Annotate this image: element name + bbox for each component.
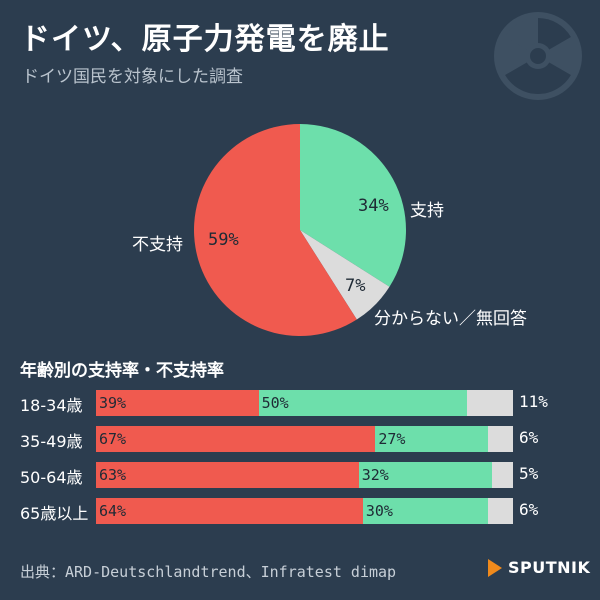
bar-unknown-value: 6% [519, 500, 539, 519]
bar-row: 65歳以上 64% 30% 6% [0, 498, 600, 524]
bar-unknown-value: 5% [519, 464, 539, 483]
bar-segment-oppose: 64% [96, 498, 363, 524]
bar-unknown-value: 11% [519, 392, 548, 411]
bar-segment-label: 63% [99, 466, 127, 484]
bar-segment-support: 32% [358, 462, 493, 488]
bar-segment-label: 67% [99, 430, 127, 448]
bar-row: 35-49歳 67% 27% 6% [0, 426, 600, 452]
stacked-bar: 64% 30% [96, 498, 513, 524]
bar-segment-oppose: 63% [96, 462, 359, 488]
pie-value-support: 34% [358, 196, 389, 216]
pie-label-oppose: 不支持 [132, 235, 183, 255]
stacked-bar: 39% 50% [96, 390, 513, 416]
pie-slice-oppose [193, 124, 357, 336]
pie-slice-unknown [300, 230, 390, 320]
source-note: 出典：ARD-Deutschlandtrend、Infratest dimap [20, 563, 397, 581]
pie-value-oppose: 59% [208, 230, 239, 250]
bar-segment-label: 30% [365, 502, 393, 520]
bar-segment-label: 64% [99, 502, 127, 520]
bar-row: 18-34歳 39% 50% 11% [0, 390, 600, 416]
pie-chart [193, 124, 407, 336]
bar-category-label: 65歳以上 [20, 504, 89, 523]
pie-label-unknown: 分からない／無回答 [374, 309, 527, 329]
bar-segment-unknown [487, 426, 513, 452]
radiation-icon [494, 12, 582, 100]
bar-unknown-value: 6% [519, 428, 539, 447]
pie-value-unknown: 7% [345, 276, 366, 296]
bar-segment-oppose: 67% [96, 426, 376, 452]
bar-segment-unknown [467, 390, 513, 416]
bar-segment-unknown [487, 498, 513, 524]
bar-segment-support: 27% [375, 426, 488, 452]
age-section-title: 年齢別の支持率・不支持率 [20, 361, 224, 381]
bar-segment-label: 39% [99, 394, 127, 412]
bar-segment-label: 32% [361, 466, 389, 484]
pie-label-support: 支持 [410, 201, 444, 221]
bar-segment-support: 50% [258, 390, 468, 416]
bar-category-label: 18-34歳 [20, 396, 83, 415]
page-title: ドイツ、原子力発電を廃止 [20, 22, 390, 57]
pie-slice-support [300, 124, 407, 287]
sputnik-logo: SPUTNIK [488, 558, 590, 577]
bar-segment-unknown [492, 462, 513, 488]
page-subtitle: ドイツ国民を対象にした調査 [22, 67, 243, 87]
stacked-bar: 67% 27% [96, 426, 513, 452]
bar-category-label: 50-64歳 [20, 468, 83, 487]
bar-category-label: 35-49歳 [20, 432, 83, 451]
bar-segment-label: 50% [261, 394, 289, 412]
sputnik-logo-icon [488, 558, 502, 577]
bar-segment-support: 30% [362, 498, 488, 524]
sputnik-logo-text: SPUTNIK [508, 558, 591, 577]
bar-row: 50-64歳 63% 32% 5% [0, 462, 600, 488]
stacked-bar: 63% 32% [96, 462, 513, 488]
bar-segment-label: 27% [378, 430, 406, 448]
bar-segment-oppose: 39% [96, 390, 259, 416]
